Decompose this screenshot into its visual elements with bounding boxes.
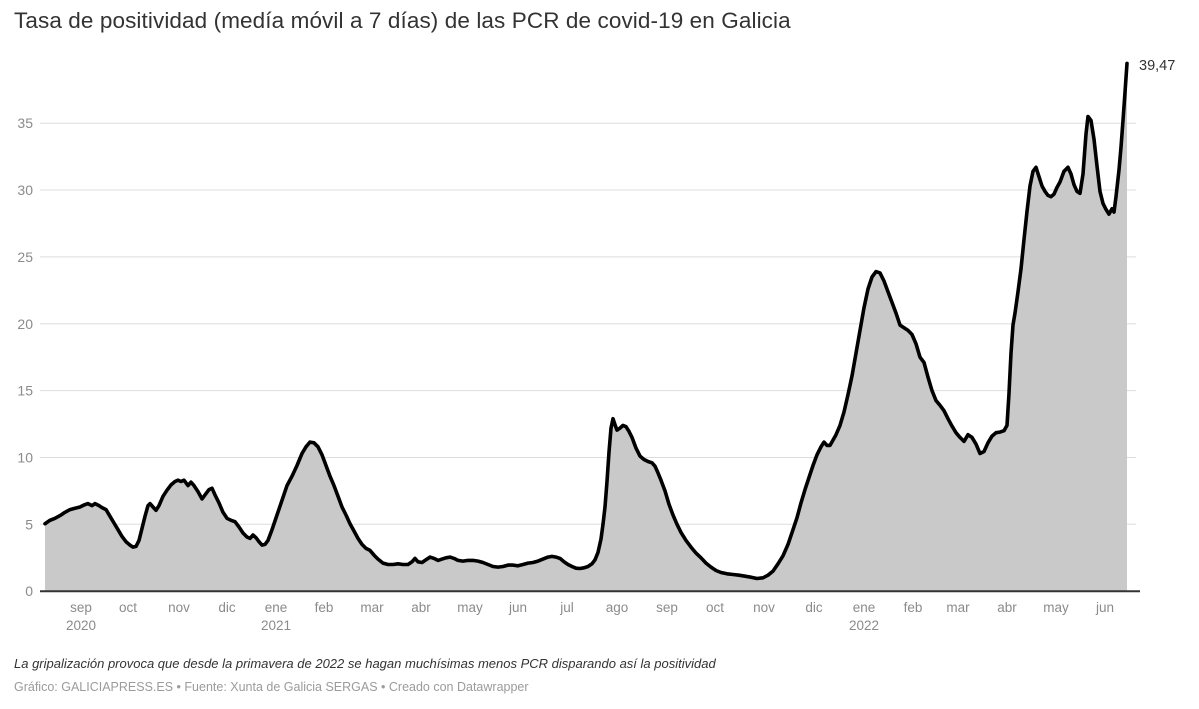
plot-area: 0 5 10 15 20 25 30 35 sep 2020 oct nov dic ene 2021 feb…: [17, 58, 1176, 633]
x-axis-label: ene: [853, 600, 876, 615]
x-axis-label: mar: [360, 600, 384, 615]
y-axis-label: 35: [17, 115, 33, 131]
chart-title: Tasa de positividad (medía móvil a 7 día…: [14, 8, 791, 33]
y-axis-label: 10: [17, 450, 33, 466]
year-label: 2020: [66, 618, 96, 633]
x-axis-label: jul: [559, 600, 574, 615]
x-axis-label: oct: [706, 600, 724, 615]
year-label: 2022: [849, 618, 879, 633]
x-axis-label: feb: [315, 600, 334, 615]
y-axis-label: 15: [17, 383, 33, 399]
x-axis-label: sep: [656, 600, 678, 615]
x-axis-label: jun: [1095, 600, 1114, 615]
y-axis-label: 20: [17, 316, 33, 332]
x-axis-label: feb: [904, 600, 923, 615]
trend-line: [43, 61, 1129, 581]
x-axis-label: nov: [753, 600, 775, 615]
x-axis-label: ene: [265, 600, 288, 615]
x-axis-label: ago: [606, 600, 629, 615]
byline: Gráfico: GALICIAPRESS.ES • Fuente: Xunta…: [14, 680, 529, 694]
chart-svg: 0 5 10 15 20 25 30 35 sep 2020 oct nov dic ene 2021 feb…: [17, 61, 1140, 633]
footnote: La gripalización provoca que desde la pr…: [14, 656, 716, 671]
y-axis-label: 0: [25, 583, 33, 599]
y-axis-label: 25: [17, 249, 33, 265]
x-axis-label: sep: [70, 600, 92, 615]
x-axis-label: oct: [119, 600, 137, 615]
x-axis-label: may: [1043, 600, 1069, 615]
x-axis-label: dic: [218, 600, 236, 615]
year-label: 2021: [261, 618, 291, 633]
x-axis-label: mar: [946, 600, 970, 615]
x-axis-label: nov: [168, 600, 190, 615]
x-axis-label: abr: [997, 600, 1017, 615]
x-axis-label: dic: [805, 600, 823, 615]
x-axis-label: may: [457, 600, 483, 615]
latest-value-label: 39,47: [1139, 58, 1176, 74]
y-axis-label: 30: [17, 182, 33, 198]
x-axis-label: jun: [508, 600, 527, 615]
area-fill: [45, 63, 1127, 592]
x-axis-label: abr: [411, 600, 431, 615]
y-axis-label: 5: [25, 516, 33, 532]
